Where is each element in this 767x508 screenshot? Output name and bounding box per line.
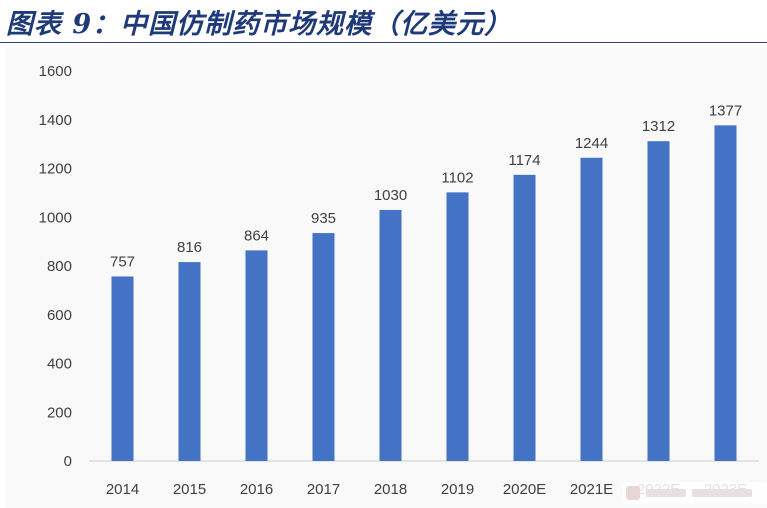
watermark (622, 482, 767, 504)
bar-value-label: 1312 (642, 118, 675, 135)
bar-value-label: 935 (311, 210, 336, 227)
bar (312, 233, 335, 461)
watermark-smudge (646, 489, 686, 497)
bar-value-label: 1244 (575, 135, 608, 152)
bar-chart: 0 200 400 600 800 1000 1200 1400 1600 757 2014 816 2… (39, 63, 759, 498)
y-tick-label: 1600 (39, 63, 72, 80)
bar (446, 192, 469, 461)
y-tick-label: 1200 (39, 161, 72, 178)
watermark-smudge (692, 489, 752, 497)
x-tick-label: 2017 (307, 481, 340, 498)
x-tick-label: 2014 (106, 481, 139, 498)
y-tick-label: 400 (47, 356, 72, 373)
bar (513, 174, 536, 461)
bar (111, 276, 134, 461)
x-tick-label: 2015 (173, 481, 206, 498)
y-tick-label: 1400 (39, 112, 72, 129)
y-tick-label: 200 (47, 404, 72, 421)
bar-value-label: 1174 (508, 152, 540, 169)
bar-value-label: 816 (177, 239, 202, 256)
chart-title: 图表 9：中国仿制药市场规模（亿美元） (6, 9, 513, 40)
bar-value-label: 1377 (709, 102, 742, 119)
bar-value-label: 1030 (374, 187, 407, 204)
x-tick-label: 2021E (570, 481, 613, 498)
y-tick-label: 600 (47, 307, 72, 324)
bar (647, 141, 670, 461)
x-tick-label: 2016 (240, 481, 273, 498)
y-tick-label: 0 (64, 453, 72, 470)
bar (178, 262, 201, 461)
title-divider (0, 42, 767, 43)
bar-value-label: 1102 (441, 169, 473, 186)
watermark-logo-icon (626, 486, 640, 500)
bar (580, 157, 603, 461)
x-tick-label: 2018 (374, 481, 407, 498)
chart-panel: 0 200 400 600 800 1000 1200 1400 1600 757 2014 816 2… (6, 48, 767, 508)
x-tick-label: 2020E (503, 481, 546, 498)
bar (379, 209, 402, 461)
y-tick-label: 1000 (39, 209, 72, 226)
x-tick-label: 2019 (441, 481, 474, 498)
y-tick-label: 800 (47, 258, 72, 275)
bar (714, 125, 737, 461)
bar (245, 250, 268, 461)
bar-value-label: 864 (244, 227, 269, 244)
bar-value-label: 757 (110, 253, 135, 270)
